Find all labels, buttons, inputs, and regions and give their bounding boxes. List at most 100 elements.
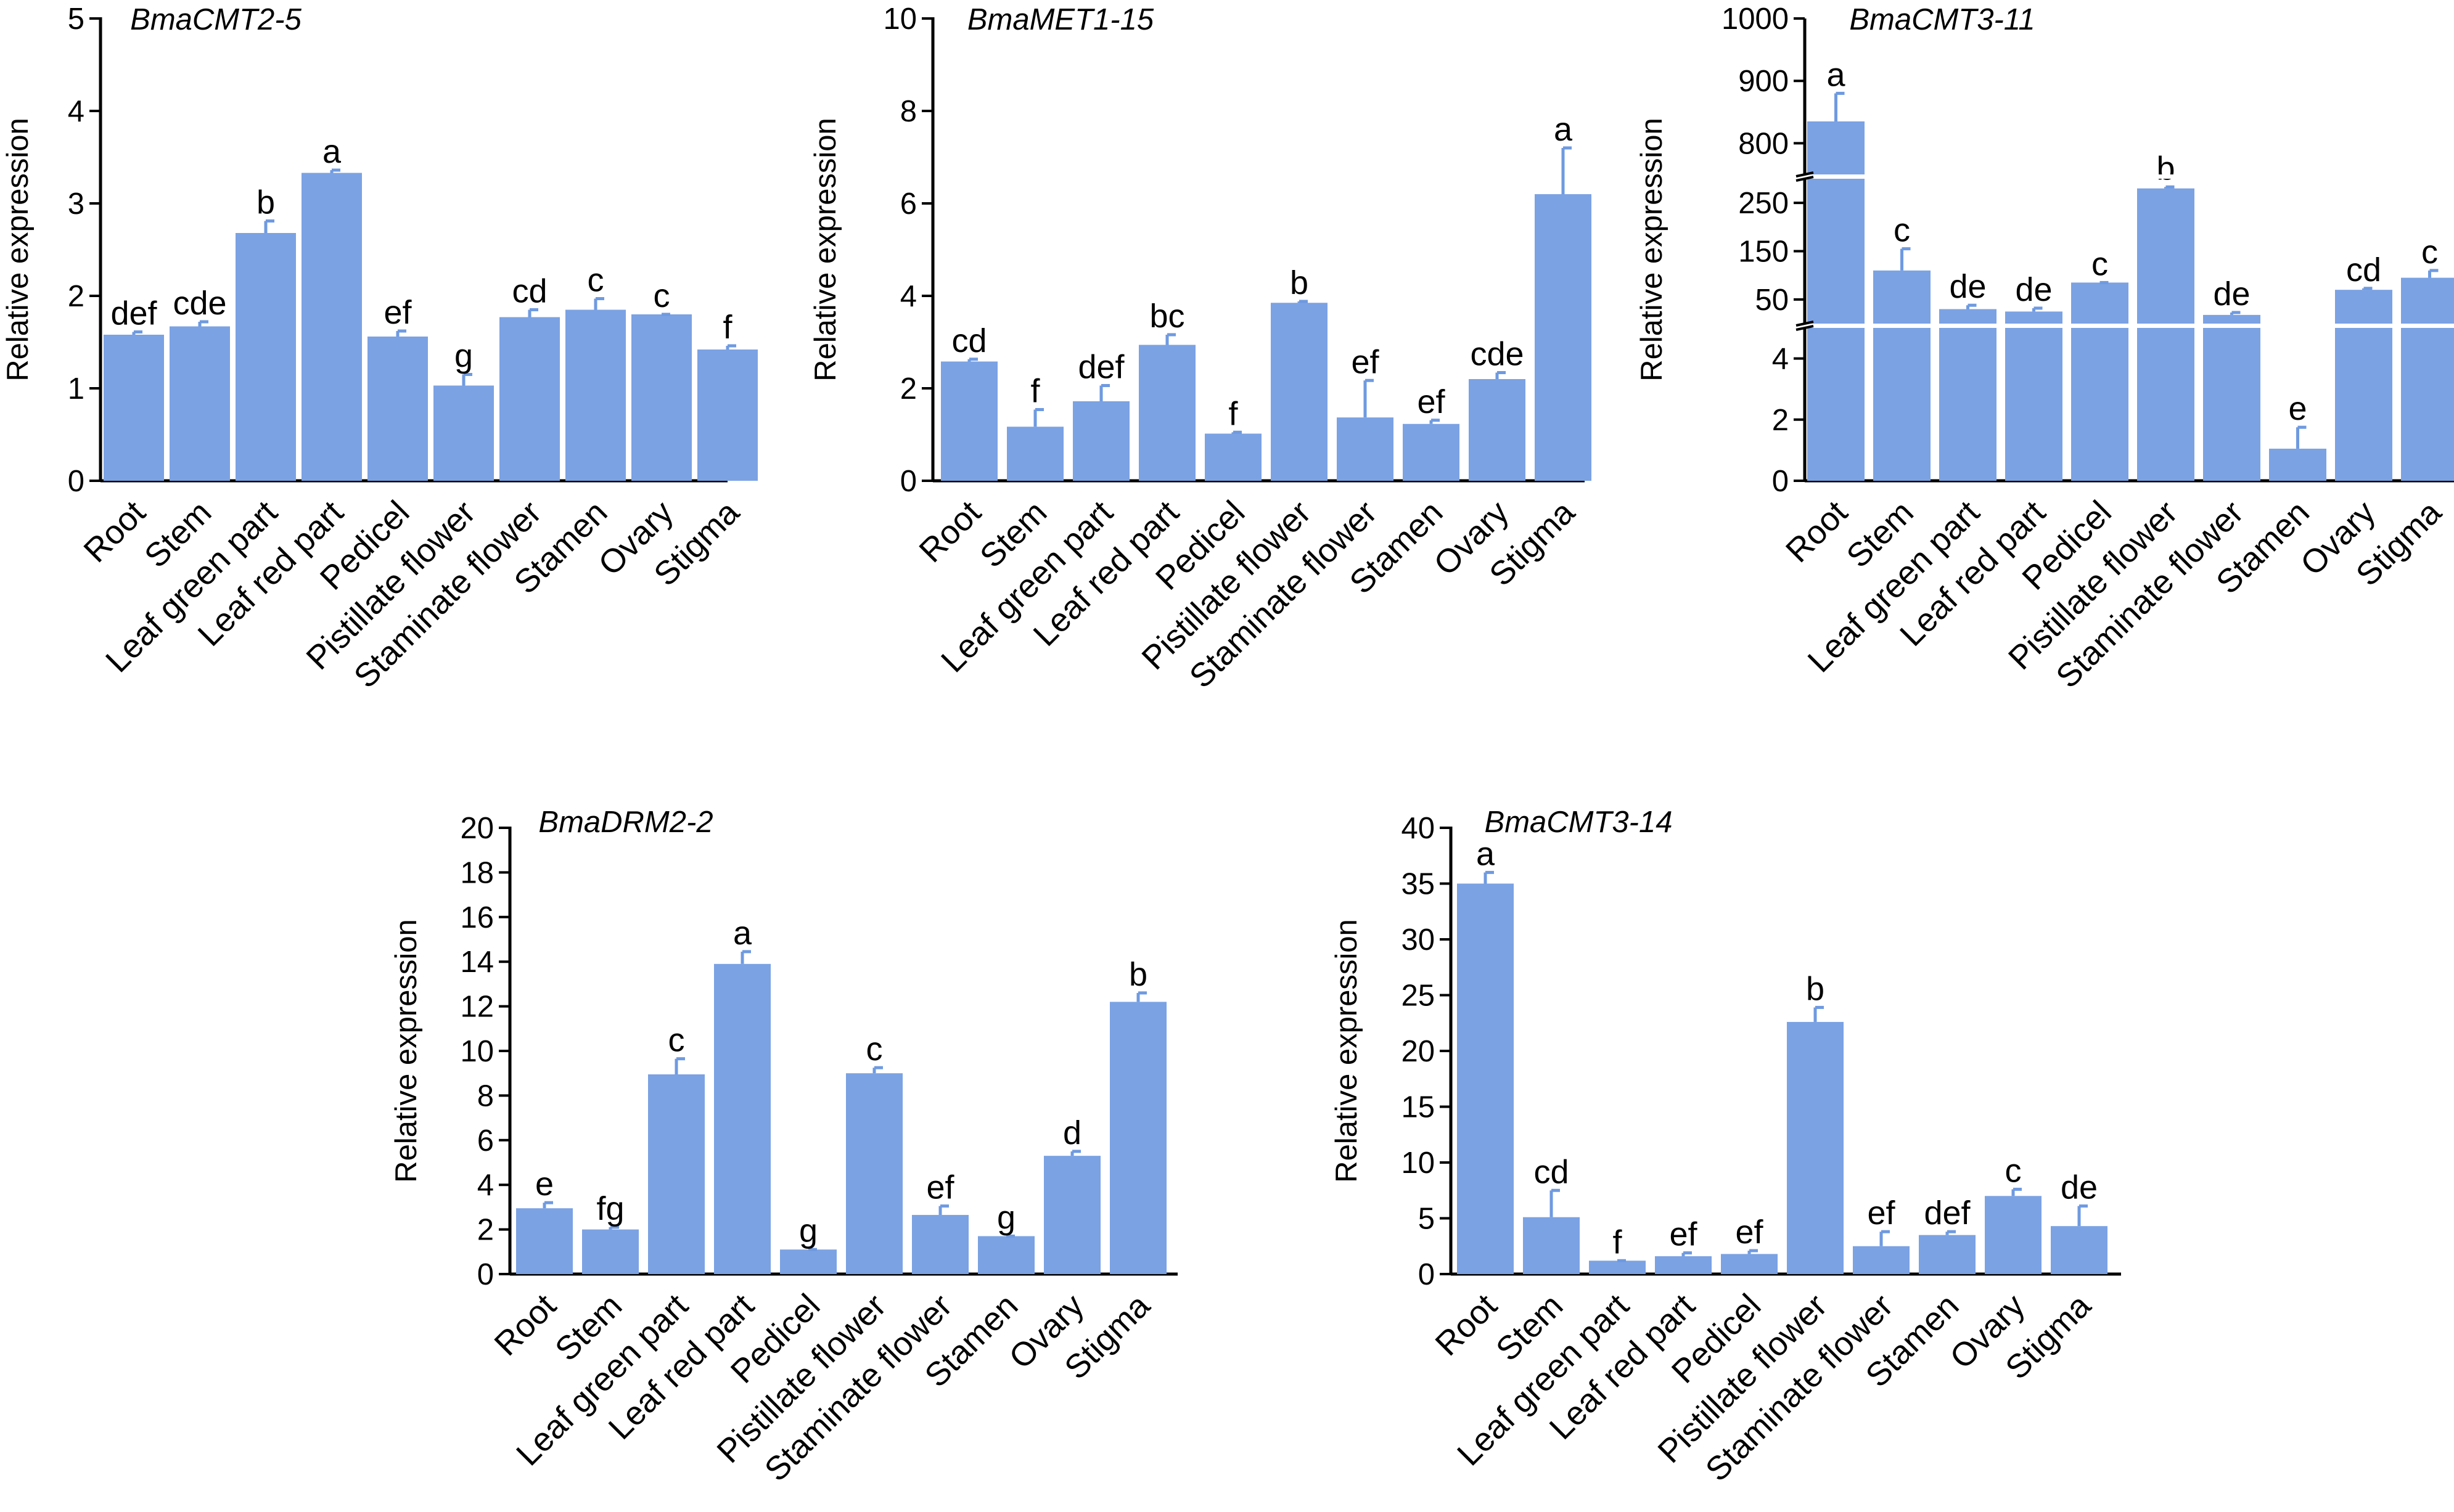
category-label: Root [1779,494,1855,570]
bar [1007,427,1064,481]
bar [499,317,560,481]
chart-title: BmaDRM2-2 [538,806,713,839]
category-label: Root [912,494,988,570]
category-label: Root [487,1287,563,1363]
significance-letter: a [322,133,342,170]
y-tick-label: 2 [1772,404,1789,437]
significance-letter: c [2005,1152,2022,1189]
y-tick-label: 20 [460,812,494,845]
significance-letter: bc [1149,298,1184,335]
bar [516,1208,573,1274]
significance-letter: e [2288,390,2307,427]
y-tick-label: 50 [1755,284,1789,317]
bar [2051,1226,2107,1274]
significance-letter: de [2213,276,2250,313]
significance-letter: a [1476,835,1495,872]
significance-letter: de [2061,1169,2098,1206]
y-tick-label: 8 [900,95,917,128]
y-axis-label: Relative expression [1,118,35,382]
y-tick-label: 18 [460,856,494,889]
y-tick-label: 16 [460,901,494,934]
significance-letter: ef [1867,1195,1895,1232]
significance-letter: f [723,309,733,346]
y-tick-label: 4 [900,280,917,313]
chart-title: BmaCMT2-5 [130,3,302,36]
bar [846,1073,903,1274]
bar [697,349,758,481]
bar [2401,277,2454,481]
significance-letter: a [1826,56,1845,93]
y-axis-label: Relative expression [390,919,423,1183]
significance-letter: b [2156,150,2175,187]
bar [2137,188,2194,481]
y-tick-label: 14 [460,946,494,979]
axis-break-mark [1795,325,1814,331]
significance-letter: def [1078,349,1125,386]
y-tick-label: 25 [1401,979,1435,1013]
significance-letter: ef [1351,343,1379,380]
significance-letter: g [997,1199,1016,1236]
significance-letter: de [1949,268,1986,305]
significance-letter: ef [1417,383,1445,420]
significance-letter: b [1806,970,1824,1007]
bar [978,1236,1035,1274]
bar [1469,379,1525,481]
bar [1919,1235,1976,1274]
y-axis-label: Relative expression [1330,919,1363,1183]
axis-break-gap [1796,174,2454,179]
bar [1073,401,1130,481]
y-tick-label: 12 [460,991,494,1024]
bar [714,963,771,1274]
y-axis-label: Relative expression [809,118,842,382]
bar [631,314,692,481]
axis-break-mark [1795,176,1814,182]
y-tick-label: 2 [900,372,917,406]
y-tick-label: 4 [1772,343,1789,376]
bar [170,326,230,481]
axis-break-mark [1795,321,1814,327]
bar [1939,309,1996,481]
y-tick-label: 1000 [1721,2,1789,36]
bar [941,361,998,481]
y-tick-label: 4 [68,95,84,128]
bar [912,1215,969,1274]
axis-break-mark [1795,171,1814,178]
y-tick-label: 0 [477,1258,494,1291]
y-tick-label: 4 [477,1169,494,1202]
bar [1271,303,1328,481]
bar [780,1249,837,1274]
significance-letter: ef [384,294,412,331]
bar [1721,1254,1778,1274]
significance-letter: c [1894,212,1910,249]
bar [302,173,362,481]
significance-letter: ef [926,1169,954,1206]
y-tick-label: 6 [477,1124,494,1158]
significance-letter: ef [1735,1214,1763,1251]
category-label: Root [1428,1287,1504,1363]
significance-letter: fg [596,1190,624,1227]
significance-letter: f [1612,1224,1622,1261]
bar [1535,194,1591,481]
bar [1853,1246,1910,1274]
y-tick-label: 250 [1738,187,1789,220]
y-tick-label: 8 [477,1079,494,1113]
bar [1807,121,1865,481]
y-tick-label: 1 [68,372,84,406]
significance-letter: ef [1669,1216,1697,1253]
y-tick-label: 5 [68,2,84,36]
significance-letter: c [654,277,670,314]
bar [1403,423,1459,481]
y-tick-label: 0 [68,465,84,498]
bar [1044,1156,1101,1274]
bar [1139,345,1196,481]
bar [1589,1261,1646,1274]
y-tick-label: 2 [477,1214,494,1247]
significance-letter: b [1290,264,1308,301]
bar [2203,314,2260,481]
chart-title: BmaCMT3-11 [1849,3,2035,36]
y-tick-label: 0 [900,465,917,498]
significance-letter: b [256,184,275,221]
axis-break-gap [1796,324,2454,328]
significance-letter: a [1554,111,1573,148]
